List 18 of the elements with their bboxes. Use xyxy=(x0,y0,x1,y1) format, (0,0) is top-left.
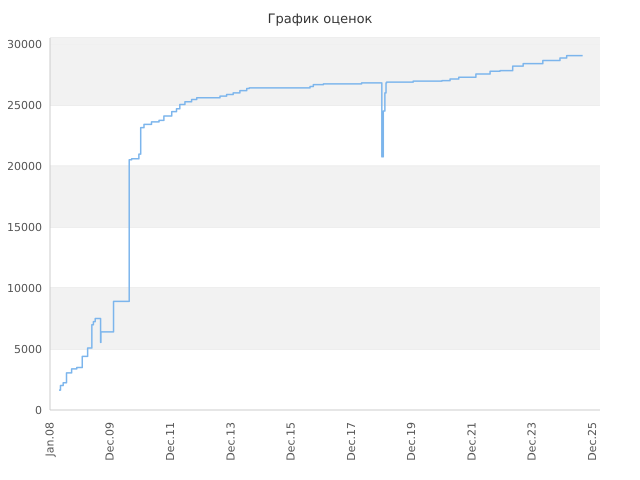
x-tick-label: Dec.09 xyxy=(104,422,117,461)
y-tick-label: 15000 xyxy=(7,220,42,234)
x-tick-label: Dec.21 xyxy=(465,422,478,461)
y-tick-label: 5000 xyxy=(14,342,42,356)
x-tick-label: Dec.13 xyxy=(224,422,238,461)
y-tick-label: 30000 xyxy=(7,38,42,52)
x-tick-label: Dec.17 xyxy=(344,422,358,461)
x-tick-label: Dec.19 xyxy=(405,422,418,461)
x-tick-label: Dec.23 xyxy=(526,422,539,461)
x-tick-label: Dec.15 xyxy=(284,422,298,461)
x-tick-label: Dec.25 xyxy=(586,422,599,461)
chart-title: График оценок xyxy=(266,11,374,29)
x-tick-label: Dec.11 xyxy=(164,422,177,461)
y-tick-label: 20000 xyxy=(7,160,42,173)
y-tick-label: 0 xyxy=(35,404,42,417)
y-tick-label: 25000 xyxy=(7,98,42,112)
x-tick-label: Jan.08 xyxy=(44,422,56,458)
y-tick-label: 10000 xyxy=(7,282,42,295)
